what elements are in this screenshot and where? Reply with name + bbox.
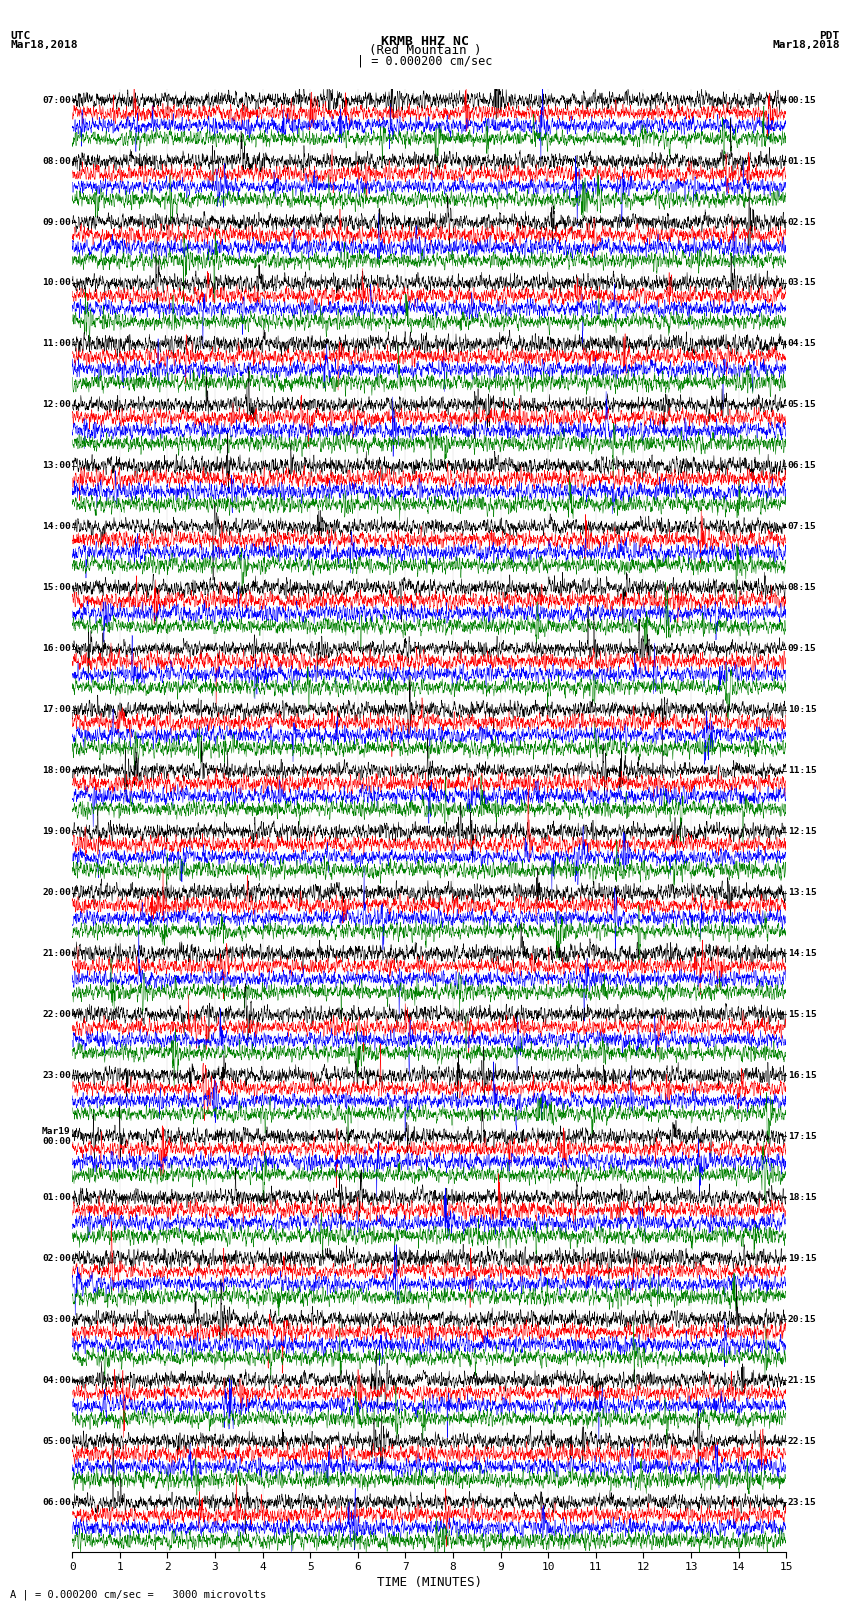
Text: 20:00: 20:00 (42, 889, 71, 897)
X-axis label: TIME (MINUTES): TIME (MINUTES) (377, 1576, 482, 1589)
Text: 20:15: 20:15 (788, 1315, 817, 1324)
Text: Mar18,2018: Mar18,2018 (773, 40, 840, 50)
Text: 16:15: 16:15 (788, 1071, 817, 1081)
Text: (Red Mountain ): (Red Mountain ) (369, 44, 481, 58)
Text: 18:00: 18:00 (42, 766, 71, 776)
Text: 01:15: 01:15 (788, 156, 817, 166)
Text: 06:15: 06:15 (788, 461, 817, 471)
Text: | = 0.000200 cm/sec: | = 0.000200 cm/sec (357, 53, 493, 68)
Text: 12:15: 12:15 (788, 827, 817, 836)
Text: 10:00: 10:00 (42, 279, 71, 287)
Text: 02:15: 02:15 (788, 218, 817, 226)
Text: 10:15: 10:15 (788, 705, 817, 715)
Text: 14:00: 14:00 (42, 523, 71, 531)
Text: 11:15: 11:15 (788, 766, 817, 776)
Text: 15:00: 15:00 (42, 584, 71, 592)
Text: 21:15: 21:15 (788, 1376, 817, 1384)
Text: A | = 0.000200 cm/sec =   3000 microvolts: A | = 0.000200 cm/sec = 3000 microvolts (10, 1589, 266, 1600)
Text: 11:00: 11:00 (42, 339, 71, 348)
Text: Mar19
00:00: Mar19 00:00 (42, 1126, 71, 1147)
Text: 09:15: 09:15 (788, 644, 817, 653)
Text: 18:15: 18:15 (788, 1194, 817, 1202)
Text: 19:00: 19:00 (42, 827, 71, 836)
Text: 04:15: 04:15 (788, 339, 817, 348)
Text: 03:15: 03:15 (788, 279, 817, 287)
Text: 09:00: 09:00 (42, 218, 71, 226)
Text: 21:00: 21:00 (42, 948, 71, 958)
Text: 22:00: 22:00 (42, 1010, 71, 1019)
Text: 08:00: 08:00 (42, 156, 71, 166)
Text: 05:15: 05:15 (788, 400, 817, 410)
Text: 13:15: 13:15 (788, 889, 817, 897)
Text: 23:00: 23:00 (42, 1071, 71, 1081)
Text: 12:00: 12:00 (42, 400, 71, 410)
Text: PDT: PDT (819, 31, 840, 40)
Text: 03:00: 03:00 (42, 1315, 71, 1324)
Text: 08:15: 08:15 (788, 584, 817, 592)
Text: 04:00: 04:00 (42, 1376, 71, 1384)
Text: 23:15: 23:15 (788, 1497, 817, 1507)
Text: 13:00: 13:00 (42, 461, 71, 471)
Text: 07:00: 07:00 (42, 95, 71, 105)
Text: 15:15: 15:15 (788, 1010, 817, 1019)
Text: 00:15: 00:15 (788, 95, 817, 105)
Text: 19:15: 19:15 (788, 1253, 817, 1263)
Text: 17:15: 17:15 (788, 1132, 817, 1140)
Text: 01:00: 01:00 (42, 1194, 71, 1202)
Text: 02:00: 02:00 (42, 1253, 71, 1263)
Text: 07:15: 07:15 (788, 523, 817, 531)
Text: KRMB HHZ NC: KRMB HHZ NC (381, 35, 469, 48)
Text: UTC: UTC (10, 31, 31, 40)
Text: 22:15: 22:15 (788, 1437, 817, 1445)
Text: 16:00: 16:00 (42, 644, 71, 653)
Text: 14:15: 14:15 (788, 948, 817, 958)
Text: 05:00: 05:00 (42, 1437, 71, 1445)
Text: 17:00: 17:00 (42, 705, 71, 715)
Text: Mar18,2018: Mar18,2018 (10, 40, 77, 50)
Text: 06:00: 06:00 (42, 1497, 71, 1507)
